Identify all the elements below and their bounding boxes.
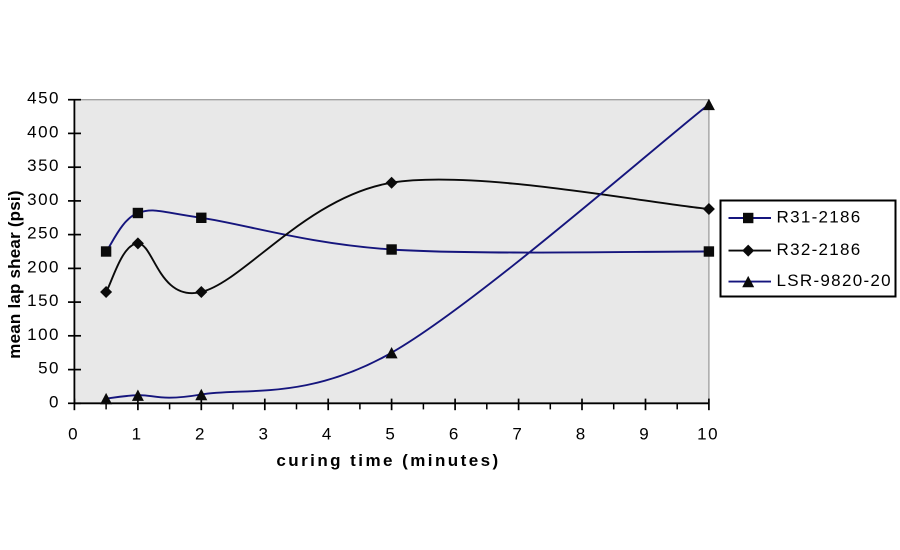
svg-text:9: 9 — [639, 424, 650, 443]
svg-text:8: 8 — [576, 424, 587, 443]
svg-text:300: 300 — [27, 190, 60, 209]
svg-text:10: 10 — [697, 424, 719, 443]
svg-text:1: 1 — [132, 424, 143, 443]
svg-text:350: 350 — [27, 156, 60, 175]
svg-text:3: 3 — [259, 424, 270, 443]
svg-text:150: 150 — [27, 291, 60, 310]
svg-text:250: 250 — [27, 224, 60, 243]
svg-text:200: 200 — [27, 257, 60, 276]
svg-text:5: 5 — [385, 424, 396, 443]
svg-text:7: 7 — [512, 424, 523, 443]
svg-text:6: 6 — [449, 424, 460, 443]
svg-text:100: 100 — [27, 325, 60, 344]
svg-text:0: 0 — [68, 424, 79, 443]
svg-text:4: 4 — [322, 424, 333, 443]
svg-text:LSR-9820-20: LSR-9820-20 — [777, 271, 892, 290]
svg-text:R31-2186: R31-2186 — [777, 208, 862, 227]
svg-text:mean lap shear (psi): mean lap shear (psi) — [5, 190, 24, 358]
svg-text:0: 0 — [49, 392, 60, 411]
svg-text:50: 50 — [38, 359, 60, 378]
svg-text:2: 2 — [195, 424, 206, 443]
svg-text:400: 400 — [27, 122, 60, 141]
svg-text:450: 450 — [27, 89, 60, 108]
svg-text:R32-2186: R32-2186 — [777, 240, 862, 259]
svg-text:curing time (minutes): curing time (minutes) — [276, 451, 500, 470]
